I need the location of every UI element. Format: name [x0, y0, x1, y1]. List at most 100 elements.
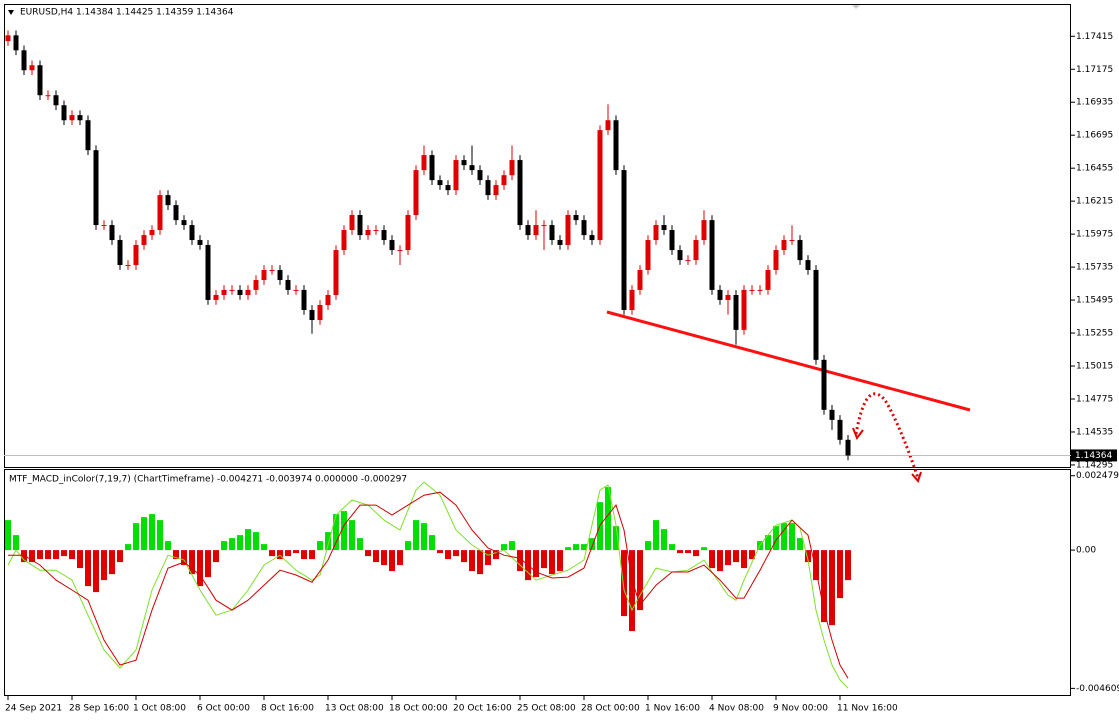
histogram-bar [29, 550, 35, 563]
candle-body [677, 250, 683, 261]
menu-triangle[interactable] [8, 10, 14, 15]
histogram-bar [661, 529, 667, 551]
histogram-bar [645, 541, 651, 551]
current-price-box [1071, 449, 1117, 462]
indicator-line [8, 491, 849, 679]
histogram-bar [797, 538, 803, 551]
candle-body [717, 289, 723, 300]
candle-body [69, 115, 75, 121]
candle-body [357, 215, 363, 236]
candle-body [749, 289, 755, 291]
histogram-bar [725, 550, 731, 566]
candle-body [589, 235, 595, 241]
candle-body [181, 220, 187, 226]
y-tick-label: 1.15975 [1076, 230, 1113, 240]
histogram-bar [701, 547, 707, 551]
histogram-bar [693, 550, 699, 557]
histogram-bar [77, 550, 83, 569]
histogram-bar [381, 550, 387, 566]
candle-body [829, 409, 835, 420]
candle-body [61, 105, 67, 121]
candle-body [637, 269, 643, 290]
candle-body [461, 160, 467, 166]
histogram-bar [109, 550, 115, 575]
candle-body [645, 240, 651, 270]
histogram-bar [37, 550, 43, 560]
candle-body [309, 309, 315, 320]
candle-body [533, 225, 539, 236]
histogram-bar [293, 550, 299, 554]
candle-body [189, 225, 195, 241]
candle-body [597, 130, 603, 241]
candle-body [437, 180, 443, 186]
candle-body [197, 240, 203, 245]
histogram-bar [469, 550, 475, 572]
candle-body [781, 240, 787, 251]
histogram-bar [245, 529, 251, 551]
histogram-bar [133, 523, 139, 551]
histogram-bar [397, 550, 403, 566]
y-tick-label: 1.15735 [1076, 263, 1113, 273]
candle-body [125, 265, 131, 267]
arrow-head [852, 427, 864, 441]
candle-body [237, 289, 243, 295]
y-tick-label: 1.14295 [1076, 460, 1113, 470]
x-tick-label: 11 Nov 16:00 [837, 704, 898, 714]
candle-body [405, 215, 411, 251]
histogram-bar [61, 550, 67, 557]
candle-body [13, 35, 19, 51]
candle-body [253, 280, 259, 290]
histogram-bar [509, 541, 515, 551]
histogram-bar [565, 547, 571, 551]
histogram-bar [573, 544, 579, 551]
histogram-bar [765, 535, 771, 551]
candle-body [477, 170, 483, 181]
candle-body [5, 35, 11, 42]
histogram-bar [653, 520, 659, 551]
candle-body [117, 240, 123, 266]
y-tick-label: 1.15255 [1076, 329, 1113, 339]
candle-body [549, 225, 555, 241]
candle-body [821, 359, 827, 410]
candle-body [805, 260, 811, 270]
y-tick-label: 1.15015 [1076, 362, 1113, 372]
histogram-bar [349, 520, 355, 551]
indicator-line [7, 481, 849, 689]
histogram-bar [285, 550, 291, 557]
histogram-bar [213, 550, 219, 563]
histogram-bar [837, 550, 843, 599]
x-tick-label: 6 Oct 00:00 [197, 704, 250, 714]
histogram-bar [117, 550, 123, 563]
candle-body [229, 289, 235, 291]
candle-body [301, 289, 307, 310]
candle-body [413, 170, 419, 216]
candle-body [837, 419, 843, 440]
histogram-bar [749, 550, 755, 560]
candle-body [773, 250, 779, 270]
candle-body [325, 294, 331, 306]
candle-body [293, 289, 299, 291]
histogram-bar [333, 514, 339, 551]
histogram-bar [541, 550, 547, 569]
x-tick-label: 18 Oct 00:00 [389, 704, 448, 714]
candle-body [205, 244, 211, 300]
chart-title: EURUSD,H4 1.14384 1.14425 1.14359 1.1436… [20, 8, 234, 18]
y-tick-label: -0.004609 [1076, 684, 1119, 694]
y-tick-label: 1.14535 [1076, 427, 1113, 437]
candle-body [77, 115, 83, 121]
histogram-bar [621, 550, 627, 617]
candle-body [341, 230, 347, 251]
histogram-bar [229, 538, 235, 551]
histogram-bar [517, 550, 523, 572]
histogram-bar [501, 544, 507, 551]
histogram-bar [373, 550, 379, 563]
histogram-bar [557, 550, 563, 572]
histogram-bar [357, 538, 363, 551]
candle-body [285, 280, 291, 290]
candle-body [605, 120, 611, 131]
histogram-bar [709, 550, 715, 569]
candle-body [517, 160, 523, 226]
histogram-bar [637, 550, 643, 611]
